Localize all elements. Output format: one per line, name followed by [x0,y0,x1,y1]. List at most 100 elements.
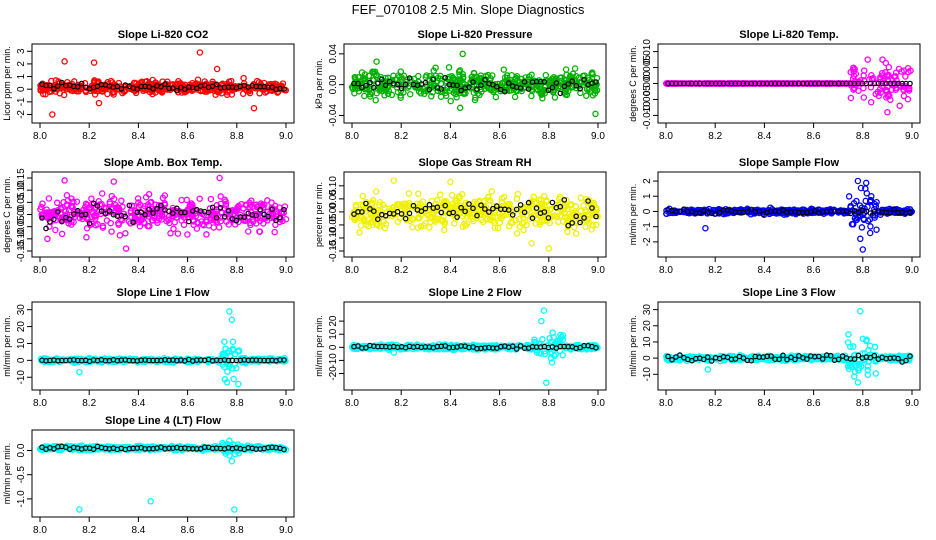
y-tick-label: 10 [328,328,339,340]
data-point [352,201,360,209]
data-point [406,90,414,98]
subset-point [170,210,176,217]
subset-point [78,80,85,87]
subset-point [442,75,449,81]
data-point [445,64,453,71]
subset-point [438,86,445,92]
y-tick-label: 2 [642,178,653,184]
outlier-point [528,239,535,247]
data-point [809,80,817,87]
subset-point [561,83,568,90]
subset-point [517,85,524,91]
x-tick-label: 8.0 [659,265,673,276]
data-point [862,179,870,187]
subset-point [193,85,200,92]
data-point [541,206,549,214]
subset-point [98,208,105,214]
data-point [388,91,396,99]
data-point [518,75,525,83]
data-point [425,211,432,218]
data-point [240,74,247,82]
data-point [447,97,454,105]
plot-frame [31,301,295,391]
data-point [183,196,191,204]
plot-frame [31,171,295,258]
panel-3: Slope Li-820 Temp.degrees C per min.8.0 8… [628,29,921,142]
subset-point [277,214,283,221]
data-point [572,209,579,217]
data-point [402,200,409,207]
data-point [235,380,242,388]
y-tick-label: 0 [16,86,27,92]
y-tick-label: 1 [642,193,653,199]
data-point [426,224,433,231]
data-point [127,207,135,215]
subset-point [74,207,81,214]
x-tick-label: 8.8 [230,398,244,409]
x-tick-label: 8.0 [345,131,359,142]
data-point [196,195,203,202]
y-tick-label: 0.005 [642,55,653,80]
subset-point [162,81,168,87]
y-tick-label: 10 [642,336,653,348]
data-point [269,81,277,89]
subset-point [505,80,512,86]
data-point [456,76,464,83]
y-axis-label: percent per min. [314,182,324,247]
data-point [88,195,95,202]
data-point [476,91,483,99]
subset-point [269,84,275,91]
data-point [367,90,374,98]
data-point [591,84,599,92]
data-point [583,92,590,99]
x-tick-label: 8.6 [807,131,821,142]
data-point [240,80,248,87]
panel-4: Slope Amb. Box Temp.degrees C per min.8.… [2,157,295,276]
data-point [577,194,585,202]
y-tick-label: 0.10 [328,176,339,196]
data-point [571,65,579,72]
data-point [486,216,494,223]
data-point [52,226,59,234]
data-point [44,211,52,218]
panel-title: Slope Li-820 Pressure [418,29,533,41]
y-tick-label: 10 [16,337,27,349]
outlier-point [95,99,103,107]
y-tick-label: -0.05 [16,215,27,238]
data-point [374,221,381,229]
x-tick-label: 8.8 [856,131,870,142]
subset-point [122,213,129,220]
subset-point [573,82,580,89]
y-tick-label: 3 [16,48,27,54]
subset-point [43,225,49,232]
data-point [260,220,267,227]
data-point [451,220,458,227]
data-point [892,86,900,93]
data-point [384,90,392,97]
outlier-point [44,235,51,243]
data-point [215,224,223,231]
data-point [726,80,733,87]
x-tick-label: 8.0 [33,525,47,536]
y-tick-label: 0.04 [328,44,339,64]
data-point [99,84,106,92]
x-tick-label: 8.4 [131,265,145,276]
outlier-point [373,58,380,65]
outlier-point [213,65,221,73]
y-tick-label: 20 [328,315,339,327]
subset-point [549,199,556,206]
x-tick-label: 8.2 [82,131,96,142]
data-point [37,206,44,213]
subset-point [138,209,145,215]
data-point [498,198,506,206]
y-axis-label: kPa per min. [314,58,324,109]
x-tick-label: 9.0 [279,265,293,276]
x-tick-label: 8.0 [33,265,47,276]
subset-point [82,211,89,218]
y-tick-label: 20 [16,321,27,333]
data-point [538,218,546,225]
y-tick-label: -10 [642,367,653,382]
y-tick-label: 0.00 [328,74,339,94]
subset-point [549,84,556,91]
